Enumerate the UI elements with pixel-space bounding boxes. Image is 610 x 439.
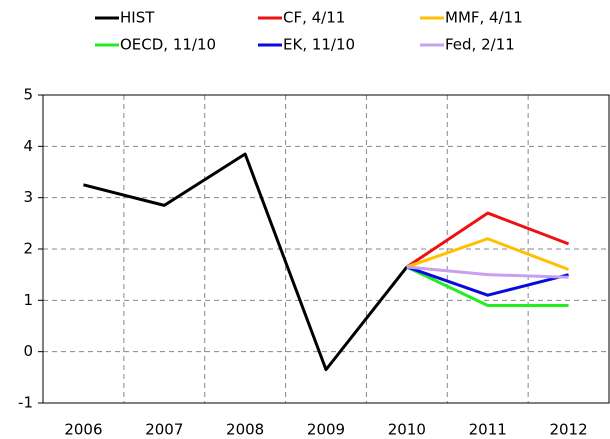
y-tick-label: -1 [18,394,33,412]
series-line [83,152,409,372]
legend-label: OECD, 11/10 [120,36,216,54]
plot-frame [42,94,610,404]
y-tick-label: 3 [23,188,33,206]
y-tick-label: 1 [23,291,33,309]
series-line [406,211,570,269]
y-tick-label: 4 [23,137,33,155]
series-line [406,265,569,307]
legend-label: MMF, 4/11 [445,9,523,27]
x-tick-label: 2008 [226,421,264,439]
y-tick-label: 0 [23,342,33,360]
x-tick-label: 2010 [388,421,426,439]
legend-label: HIST [120,9,155,27]
x-tick-label: 2007 [145,421,183,439]
series-line [406,265,569,279]
x-tick-label: 2011 [469,421,507,439]
x-tick-label: 2012 [549,421,587,439]
x-tick-label: 2006 [64,421,102,439]
series-line [406,237,570,271]
legend-label: EK, 11/10 [283,36,355,54]
x-tick-label: 2009 [307,421,345,439]
y-tick-label: 2 [23,240,33,258]
series-line [406,265,569,297]
legend-label: CF, 4/11 [283,9,345,27]
y-tick-label: 5 [23,86,33,104]
legend-label: Fed, 2/11 [445,36,515,54]
